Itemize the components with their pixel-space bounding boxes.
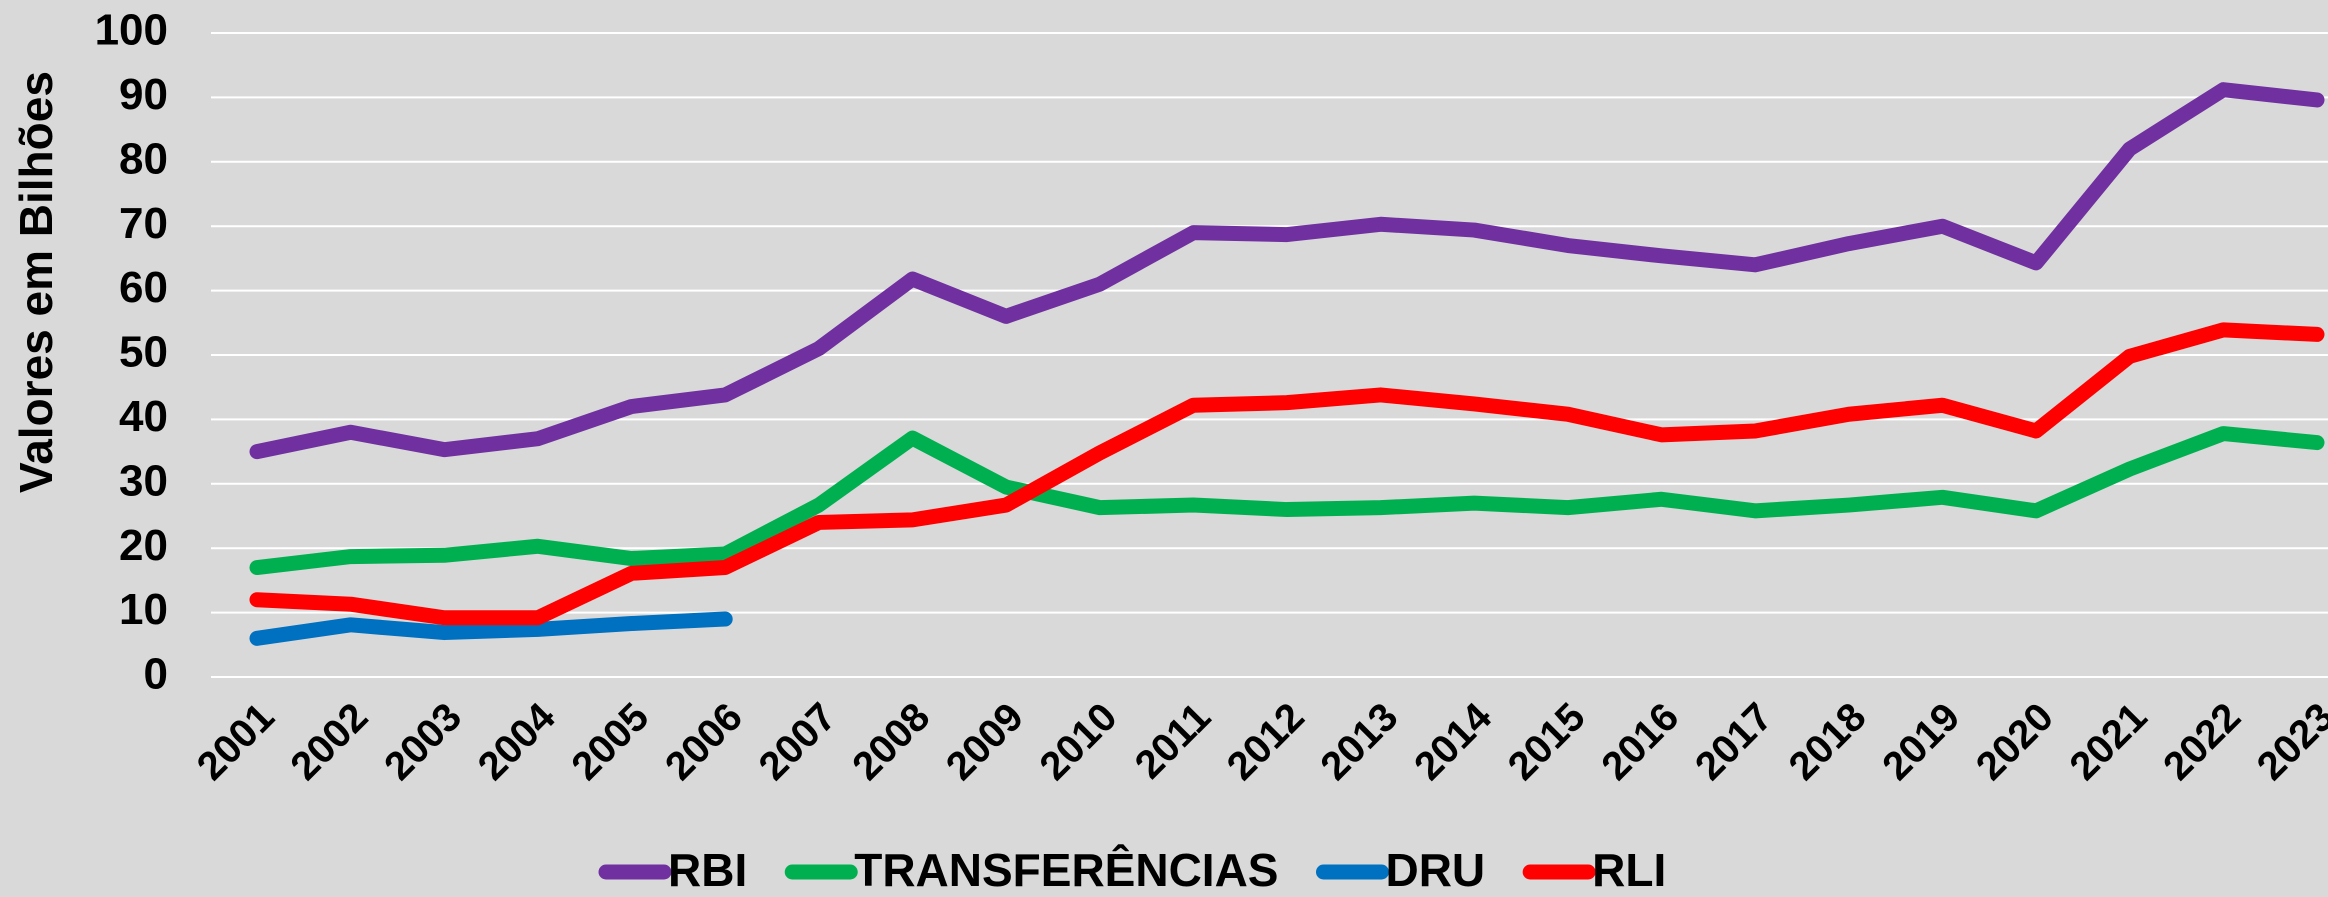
- data-line: [249, 82, 2325, 460]
- y-tick-label: 10: [119, 585, 168, 634]
- legend-label: RLI: [1592, 844, 1666, 896]
- y-tick-label: 80: [119, 134, 168, 183]
- y-tick-label: 50: [119, 328, 168, 377]
- y-tick-label: 90: [119, 70, 168, 119]
- y-tick-label: 40: [119, 392, 168, 441]
- y-axis-label: Valores em Bilhões: [10, 71, 62, 493]
- y-tick-label: 20: [119, 521, 168, 570]
- data-line: [249, 322, 2325, 626]
- data-line: [249, 426, 2325, 576]
- y-tick-label: 60: [119, 263, 168, 312]
- y-tick-label: 70: [119, 199, 168, 248]
- data-line: [249, 611, 733, 646]
- legend-label: TRANSFERÊNCIAS: [854, 844, 1278, 896]
- y-tick-label: 30: [119, 456, 168, 505]
- legend-label: DRU: [1385, 844, 1485, 896]
- y-tick-label: 100: [95, 6, 168, 55]
- legend-label: RBI: [668, 844, 747, 896]
- y-tick-label: 0: [144, 650, 168, 699]
